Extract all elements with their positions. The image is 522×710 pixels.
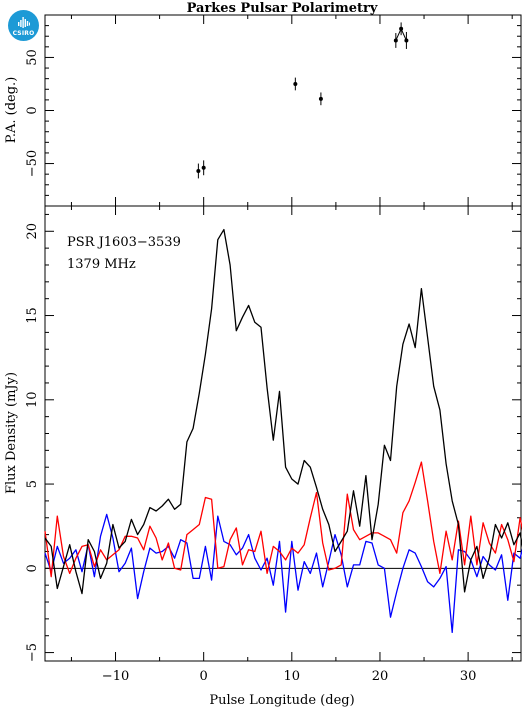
pa-ytick-label: −50 xyxy=(25,150,40,177)
pa-panel: −50 0 50 P.A. (deg.) xyxy=(4,14,522,207)
flux-ticks: −5 0 5 10 15 20 −10 0 10 20 30 xyxy=(25,206,521,684)
flux-xtick-label: 10 xyxy=(284,669,301,684)
pa-point xyxy=(201,165,206,170)
pa-point xyxy=(196,168,201,173)
pa-ytick-label: 0 xyxy=(25,106,40,114)
flux-xtick-label: −10 xyxy=(102,669,129,684)
pa-ytick-label: 50 xyxy=(25,49,40,66)
pa-point xyxy=(318,96,323,101)
logo-wave-icon xyxy=(18,17,30,28)
csiro-logo: CSIRO xyxy=(8,10,39,41)
figure-title: Parkes Pulsar Polarimetry xyxy=(187,1,378,16)
pa-point xyxy=(293,81,298,86)
flux-lines xyxy=(44,228,522,634)
circular-polarization-line xyxy=(44,513,522,634)
pa-points xyxy=(196,22,409,179)
flux-ytick-label: 0 xyxy=(25,564,40,572)
flux-ytick-label: −5 xyxy=(25,643,40,662)
total-intensity-line xyxy=(44,228,522,595)
flux-xtick-label: 30 xyxy=(460,669,477,684)
logo-text: CSIRO xyxy=(12,30,35,37)
pa-ticks: −50 0 50 xyxy=(25,15,521,206)
pa-frame xyxy=(44,14,522,207)
flux-panel: −5 0 5 10 15 20 −10 0 10 20 30 PSR J1603−3539 1379… xyxy=(4,205,522,708)
flux-xtick-label: 0 xyxy=(200,669,208,684)
freq-annotation: 1379 MHz xyxy=(67,257,136,272)
flux-xlabel: Pulse Longitude (deg) xyxy=(209,693,354,708)
flux-ylabel: Flux Density (mJy) xyxy=(4,372,19,494)
pa-ylabel: P.A. (deg.) xyxy=(4,77,19,144)
psr-name-annotation: PSR J1603−3539 xyxy=(67,235,181,250)
pa-fit-line xyxy=(395,27,407,41)
flux-ytick-label: 15 xyxy=(25,307,40,324)
flux-ytick-label: 5 xyxy=(25,480,40,488)
flux-ytick-label: 10 xyxy=(25,392,40,409)
flux-xtick-label: 20 xyxy=(372,669,389,684)
flux-ytick-label: 20 xyxy=(25,223,40,240)
